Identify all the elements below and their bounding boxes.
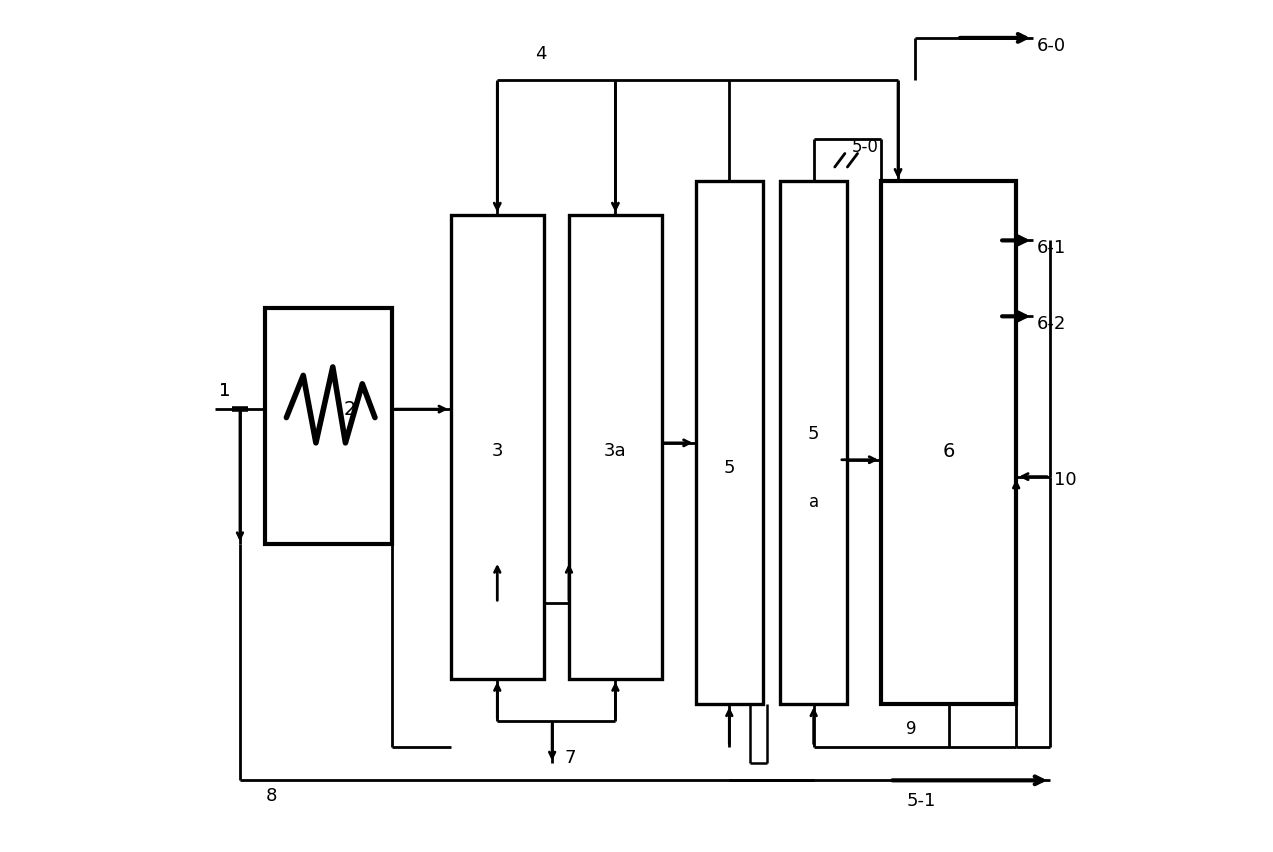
Text: 1: 1 [219, 383, 230, 400]
Text: 10: 10 [1054, 471, 1077, 489]
Text: 5-0: 5-0 [852, 138, 878, 156]
Bar [780, 181, 848, 705]
Bar [451, 215, 544, 679]
Text: 5: 5 [723, 459, 735, 477]
Text: 1: 1 [219, 383, 230, 400]
Text: 3: 3 [491, 442, 503, 460]
Text: 6-1: 6-1 [1037, 239, 1067, 257]
Text: 9: 9 [906, 720, 917, 738]
Bar [695, 181, 763, 705]
Text: 5-1: 5-1 [906, 792, 936, 809]
Text: a: a [808, 493, 819, 511]
Bar [881, 181, 1016, 705]
Text: 5: 5 [808, 425, 820, 443]
Text: 2: 2 [344, 400, 356, 418]
Text: 6-2: 6-2 [1037, 315, 1067, 333]
Bar [569, 215, 662, 679]
Text: 3a: 3a [605, 442, 626, 460]
Text: 8: 8 [265, 787, 276, 805]
Text: 4: 4 [535, 45, 547, 63]
Text: 7: 7 [565, 750, 577, 768]
Text: 6-0: 6-0 [1037, 37, 1067, 55]
Text: 6: 6 [942, 442, 955, 461]
Bar [265, 308, 392, 544]
